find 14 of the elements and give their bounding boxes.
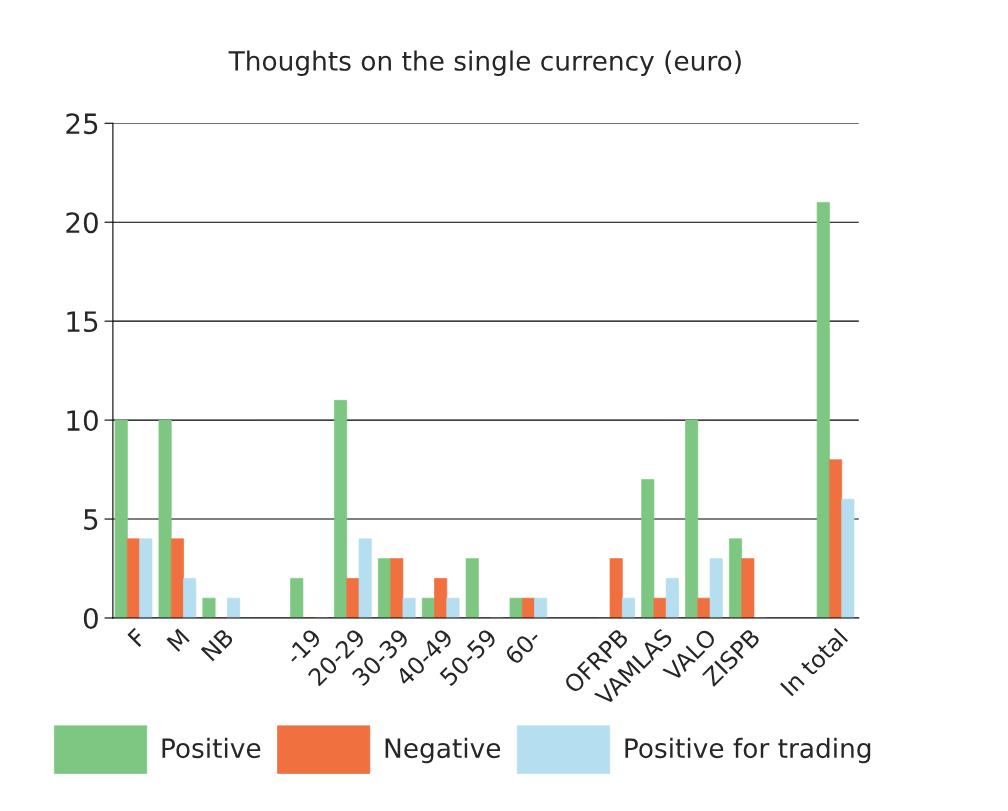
y-tick-label: 20 [66, 212, 98, 234]
y-tick-label: 10 [67, 410, 98, 432]
y-tick-label: 15 [67, 311, 98, 333]
legend-label: Positive for trading [625, 737, 871, 764]
x-tick-label: NB [200, 628, 235, 662]
legend-label: Positive [162, 737, 261, 759]
x-tick-label: F [127, 627, 147, 647]
x-tick-label: M [166, 628, 190, 652]
y-tick-label: 0 [83, 607, 98, 629]
legend-label: Negative [385, 737, 501, 764]
chart-title: Thoughts on the single currency (euro) [228, 50, 741, 76]
y-tick-label: 25 [66, 113, 98, 135]
x-tick-label: 60- [503, 627, 542, 666]
y-tick-label: 5 [84, 509, 98, 530]
